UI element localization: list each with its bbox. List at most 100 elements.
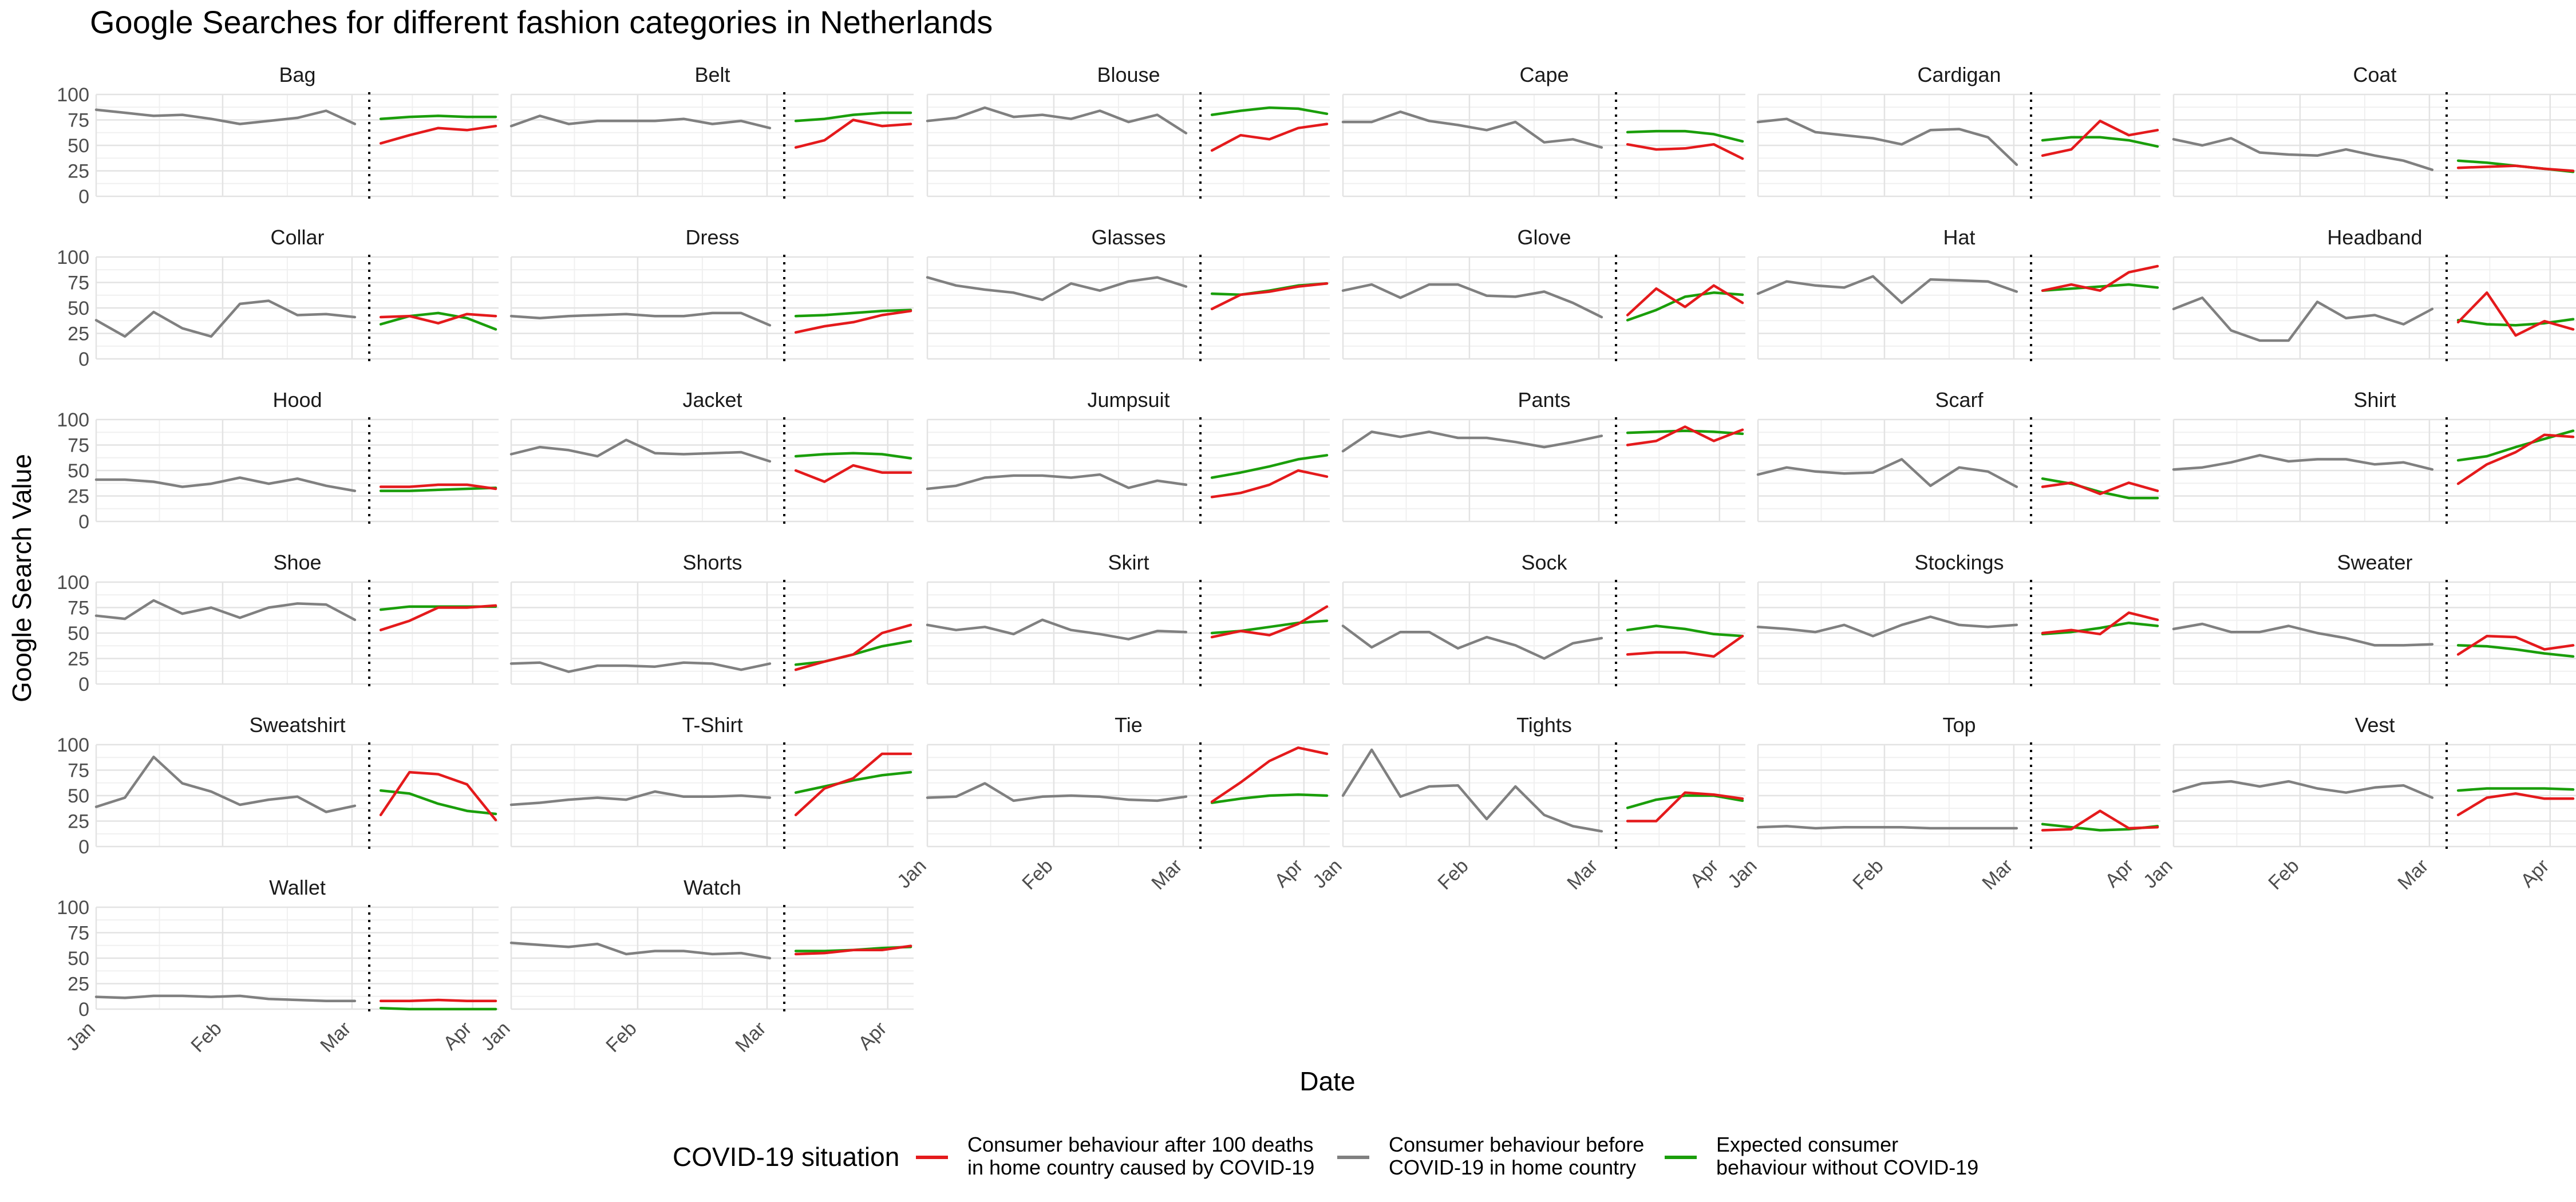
legend: COVID-19 situation Consumer behaviour af…: [673, 1133, 1978, 1179]
y-tick-label: 100: [57, 247, 89, 268]
x-tick-label: Apr: [2101, 855, 2138, 892]
panel-title: Scarf: [1935, 388, 1984, 412]
series-line-before-covid: [926, 782, 1188, 802]
series-line-before-covid: [509, 114, 772, 129]
series-line-expected: [1210, 793, 1329, 804]
panel-bag: Bag 0 25 50 75 100: [57, 63, 499, 208]
panel-title: Wallet: [269, 876, 326, 899]
series-line-before-covid: [1341, 430, 1603, 453]
x-tick-label: Feb: [602, 1018, 641, 1057]
series-line-expected: [1626, 129, 1744, 143]
panel-title: Headband: [2327, 226, 2422, 249]
legend-label: Expected consumer: [1716, 1133, 1898, 1156]
series-line-expected: [379, 1006, 497, 1011]
y-tick-label: 50: [68, 298, 89, 319]
y-tick-label: 75: [68, 272, 89, 294]
panel-belt: Belt: [509, 63, 914, 199]
series-line-after-100-deaths: [1210, 282, 1329, 311]
panel-title: Jumpsuit: [1087, 388, 1170, 412]
series-line-before-covid: [2172, 454, 2434, 471]
y-tick-label: 0: [78, 999, 89, 1021]
panel-title: Belt: [694, 63, 730, 86]
panel-title: Vest: [2354, 713, 2395, 737]
panel-shoe: Shoe 0 25 50 75 100: [57, 551, 499, 695]
series-line-before-covid: [94, 599, 357, 622]
series-line-before-covid: [1756, 825, 2018, 830]
y-tick-label: 50: [68, 785, 89, 807]
panel-title: Shoe: [273, 551, 321, 574]
series-line-expected: [794, 770, 912, 794]
series-line-after-100-deaths: [2456, 635, 2575, 656]
series-line-after-100-deaths: [794, 118, 912, 149]
series-line-expected: [794, 111, 912, 122]
series-line-after-100-deaths: [2041, 264, 2159, 292]
series-line-after-100-deaths: [1626, 791, 1744, 823]
panel-title: Hat: [1943, 226, 1975, 249]
panel-title: Collar: [270, 226, 324, 249]
x-tick-label: Feb: [187, 1018, 226, 1057]
series-line-expected: [379, 114, 497, 120]
x-tick-label: Jan: [1724, 855, 1761, 893]
panel-headband: Headband: [2172, 226, 2576, 361]
x-tick-label: Feb: [1848, 855, 1887, 894]
series-line-before-covid: [1341, 624, 1603, 660]
panel-title: Sock: [1521, 551, 1567, 574]
legend-label: Consumer behaviour after 100 deaths: [967, 1133, 1313, 1156]
panel-cape: Cape: [1341, 63, 1745, 199]
series-line-after-100-deaths: [794, 310, 912, 334]
series-line-after-100-deaths: [794, 752, 912, 817]
x-tick-label: Mar: [1563, 855, 1602, 894]
x-axis-title: Date: [1299, 1066, 1355, 1096]
panel-vest: Vest Jan Feb Mar Apr: [2139, 713, 2576, 894]
series-line-after-100-deaths: [794, 623, 912, 671]
y-tick-label: 100: [57, 84, 89, 106]
chart-title: Google Searches for different fashion ca…: [90, 4, 993, 40]
series-line-expected: [379, 487, 497, 492]
series-line-before-covid: [1756, 458, 2018, 488]
series-line-after-100-deaths: [1626, 284, 1744, 317]
series-line-after-100-deaths: [1210, 469, 1329, 499]
y-tick-label: 0: [78, 186, 89, 208]
panel-sweatshirt: Sweatshirt 0 25 50 75 100: [57, 713, 499, 858]
y-tick-label: 25: [68, 323, 89, 345]
panel-title: Pants: [1518, 388, 1570, 412]
x-tick-label: Mar: [1147, 855, 1186, 894]
y-tick-label: 25: [68, 649, 89, 670]
series-line-before-covid: [1341, 110, 1603, 149]
series-line-before-covid: [1341, 748, 1603, 833]
series-line-before-covid: [509, 438, 772, 463]
panel-title: Dress: [685, 226, 739, 249]
panel-shirt: Shirt: [2172, 388, 2576, 524]
y-tick-label: 100: [57, 409, 89, 431]
y-tick-label: 0: [78, 349, 89, 370]
series-line-after-100-deaths: [2041, 481, 2159, 496]
panel-title: Cape: [1519, 63, 1568, 86]
series-line-before-covid: [926, 276, 1188, 302]
legend-label: in home country caused by COVID-19: [967, 1156, 1314, 1179]
x-tick-label: Jan: [893, 855, 931, 893]
series-line-before-covid: [1756, 275, 2018, 305]
series-line-after-100-deaths: [1626, 425, 1744, 446]
series-line-expected: [794, 309, 912, 318]
series-line-expected: [2456, 787, 2575, 792]
panel-title: Sweatshirt: [249, 713, 345, 737]
panel-coat: Coat: [2172, 63, 2576, 199]
series-line-after-100-deaths: [1626, 143, 1744, 160]
series-line-expected: [2041, 283, 2159, 292]
panel-dress: Dress: [509, 226, 914, 361]
panel-top: Top Jan Feb Mar Apr: [1724, 713, 2160, 894]
series-line-expected: [1210, 454, 1329, 479]
panel-title: Tights: [1516, 713, 1572, 737]
series-line-before-covid: [2172, 296, 2434, 342]
panel-title: Coat: [2353, 63, 2396, 86]
y-tick-label: 25: [68, 974, 89, 995]
y-tick-label: 0: [78, 674, 89, 695]
panel-glasses: Glasses: [926, 226, 1330, 361]
series-line-expected: [2041, 136, 2159, 148]
panel-glove: Glove: [1341, 226, 1745, 361]
panel-cardigan: Cardigan: [1756, 63, 2160, 199]
panel-scarf: Scarf: [1756, 388, 2160, 524]
panel-jumpsuit: Jumpsuit: [926, 388, 1330, 524]
